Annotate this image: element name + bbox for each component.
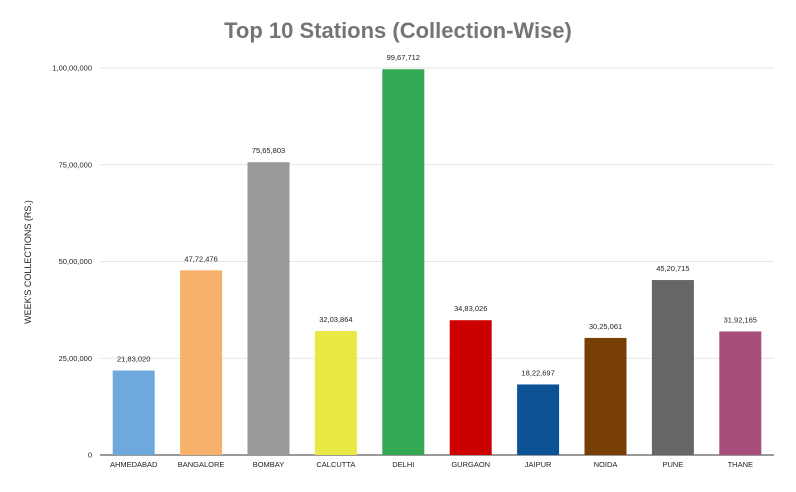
bar-calcutta [314,331,357,455]
bar-gurgaon [449,320,492,455]
x-tick-label: BOMBAY [253,460,285,469]
data-label: 47,72,476 [184,254,217,263]
data-label: 31,92,165 [724,315,757,324]
x-tick-label: AHMEDABAD [110,460,158,469]
data-label: 99,67,712 [387,53,420,62]
chart-title: Top 10 Stations (Collection-Wise) [224,18,572,43]
y-tick-label: 0 [88,451,92,460]
bar-bombay [247,162,290,455]
x-tick-label: BANGALORE [178,460,225,469]
data-label: 45,20,715 [656,264,689,273]
bar-pune [651,280,694,455]
data-label: 75,65,803 [252,146,285,155]
bar-ahmedabad [112,370,155,455]
x-tick-label: JAIPUR [525,460,552,469]
y-tick-label: 50,00,000 [59,257,92,266]
bar-jaipur [517,384,560,455]
y-tick-label: 75,00,000 [59,160,92,169]
x-tick-label: DELHI [392,460,414,469]
x-tick-label: NOIDA [594,460,618,469]
data-label: 30,25,061 [589,322,622,331]
x-tick-label: THANE [728,460,753,469]
data-label: 18,22,697 [521,368,554,377]
x-tick-label: PUNE [662,460,683,469]
x-tick-label: CALCUTTA [316,460,355,469]
bar-delhi [382,69,425,455]
data-label: 34,83,026 [454,304,487,313]
bar-bangalore [180,270,223,455]
x-tick-label: GURGAON [451,460,490,469]
bar-noida [584,337,627,455]
data-label: 21,83,020 [117,355,150,364]
data-label: 32,03,864 [319,315,352,324]
y-tick-label: 25,00,000 [59,354,92,363]
y-tick-label: 1,00,00,000 [52,64,92,73]
bar-thane [719,331,762,455]
